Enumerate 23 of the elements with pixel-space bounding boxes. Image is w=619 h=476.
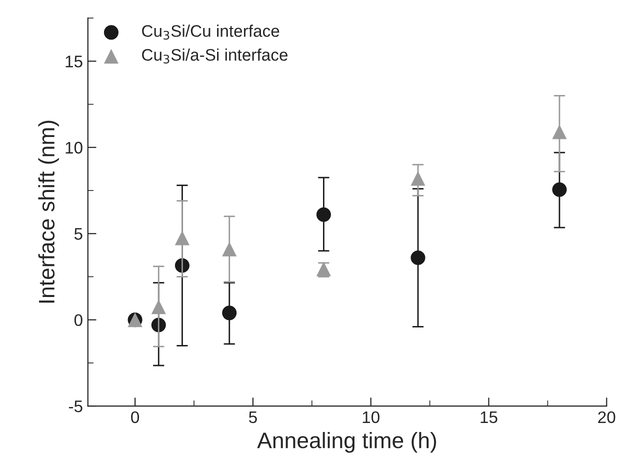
x-tick-label: 5 xyxy=(248,412,257,424)
point xyxy=(316,207,331,222)
point xyxy=(222,242,237,256)
x-axis-title: Annealing time (h) xyxy=(257,432,436,453)
x-tick-label: 15 xyxy=(480,412,498,424)
legend-label: Cu$_{3}$Si/a-Si interface xyxy=(142,48,288,64)
x-tick-label: 20 xyxy=(598,411,616,424)
point xyxy=(552,182,567,197)
point xyxy=(552,124,567,140)
y-tick-label: 10 xyxy=(66,142,82,154)
y-tick-label: 0 xyxy=(74,314,82,326)
point xyxy=(151,300,166,314)
y-axis-title: Interface shift (nm) xyxy=(38,120,59,303)
y-tick-label: 5 xyxy=(74,228,82,240)
x-tick-label: 0 xyxy=(131,411,140,424)
point xyxy=(222,306,237,320)
x-tick-label: 10 xyxy=(362,411,380,424)
point xyxy=(410,171,426,186)
point xyxy=(410,250,426,266)
point xyxy=(174,230,190,246)
legend-label: Cu$_{3}$Si/Cu interface xyxy=(142,24,280,40)
y-tick-label: -5 xyxy=(68,400,82,412)
y-tick-label: 15 xyxy=(66,56,82,68)
